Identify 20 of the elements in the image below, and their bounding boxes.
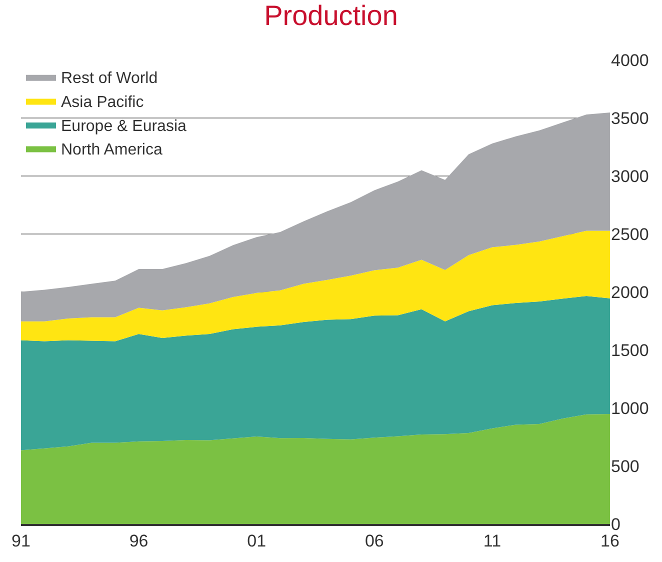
- x-tick-label: 96: [129, 531, 148, 550]
- x-tick-label: 06: [364, 531, 384, 550]
- legend-label: North America: [61, 142, 162, 159]
- y-tick-label: 3000: [611, 166, 649, 186]
- y-tick-label: 2000: [611, 282, 649, 302]
- x-tick-label: 11: [483, 531, 502, 550]
- x-tick-label: 16: [600, 531, 620, 550]
- y-tick-label: 2500: [611, 224, 649, 244]
- x-tick-label: 01: [247, 531, 266, 550]
- legend-label: Rest of World: [61, 70, 158, 88]
- y-tick-label: 4000: [611, 50, 649, 70]
- y-tick-label: 500: [611, 456, 640, 476]
- y-tick-label: 3500: [611, 108, 649, 128]
- chart-title: Production: [264, 0, 398, 32]
- y-tick-label: 0: [611, 514, 620, 534]
- x-tick-label: 91: [12, 531, 30, 550]
- y-tick-label: 1000: [611, 398, 649, 418]
- y-tick-label: 1500: [611, 340, 649, 360]
- legend-label: Europe & Eurasia: [61, 118, 187, 135]
- legend-label: Asia Pacific: [61, 94, 144, 111]
